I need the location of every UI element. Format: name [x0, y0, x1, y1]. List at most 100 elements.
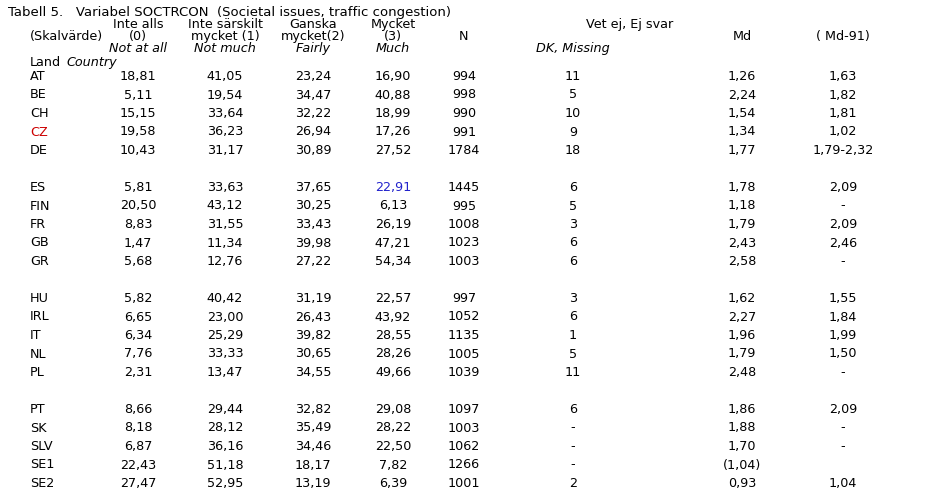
- Text: ES: ES: [30, 181, 47, 194]
- Text: IT: IT: [30, 329, 42, 342]
- Text: NL: NL: [30, 347, 47, 361]
- Text: 1,50: 1,50: [829, 347, 857, 361]
- Text: 5,68: 5,68: [124, 255, 152, 268]
- Text: -: -: [841, 366, 845, 379]
- Text: 3: 3: [569, 218, 578, 231]
- Text: 22,43: 22,43: [119, 459, 156, 471]
- Text: 7,76: 7,76: [124, 347, 152, 361]
- Text: 5,81: 5,81: [124, 181, 152, 194]
- Text: 34,46: 34,46: [295, 440, 331, 453]
- Text: FIN: FIN: [30, 199, 50, 213]
- Text: (1,04): (1,04): [723, 459, 761, 471]
- Text: 2,48: 2,48: [728, 366, 756, 379]
- Text: 28,12: 28,12: [207, 422, 244, 434]
- Text: 27,22: 27,22: [295, 255, 331, 268]
- Text: 1003: 1003: [448, 255, 480, 268]
- Text: 10,43: 10,43: [119, 144, 156, 157]
- Text: 6: 6: [569, 310, 577, 324]
- Text: 1,70: 1,70: [728, 440, 757, 453]
- Text: GB: GB: [30, 237, 49, 249]
- Text: 991: 991: [452, 125, 476, 139]
- Text: -: -: [571, 440, 576, 453]
- Text: Inte alls: Inte alls: [113, 18, 163, 31]
- Text: 41,05: 41,05: [207, 70, 244, 83]
- Text: 22,50: 22,50: [375, 440, 411, 453]
- Text: -: -: [841, 422, 845, 434]
- Text: Land: Land: [30, 56, 62, 69]
- Text: 8,83: 8,83: [124, 218, 152, 231]
- Text: 1,77: 1,77: [728, 144, 757, 157]
- Text: PL: PL: [30, 366, 45, 379]
- Text: 1,55: 1,55: [829, 292, 857, 305]
- Text: 6,39: 6,39: [379, 477, 407, 490]
- Text: 30,25: 30,25: [295, 199, 331, 213]
- Text: 31,55: 31,55: [207, 218, 244, 231]
- Text: 17,26: 17,26: [375, 125, 411, 139]
- Text: 34,55: 34,55: [295, 366, 331, 379]
- Text: 1,81: 1,81: [829, 107, 857, 120]
- Text: Mycket: Mycket: [370, 18, 415, 31]
- Text: Fairly: Fairly: [296, 42, 330, 55]
- Text: 33,63: 33,63: [207, 181, 244, 194]
- Text: 2,46: 2,46: [829, 237, 857, 249]
- Text: SK: SK: [30, 422, 47, 434]
- Text: 8,18: 8,18: [124, 422, 152, 434]
- Text: -: -: [841, 440, 845, 453]
- Text: SE1: SE1: [30, 459, 54, 471]
- Text: 6: 6: [569, 255, 577, 268]
- Text: 1,02: 1,02: [829, 125, 857, 139]
- Text: 26,19: 26,19: [375, 218, 411, 231]
- Text: 8,66: 8,66: [124, 403, 152, 416]
- Text: 1,18: 1,18: [728, 199, 757, 213]
- Text: 11: 11: [564, 366, 581, 379]
- Text: Not much: Not much: [194, 42, 256, 55]
- Text: 34,47: 34,47: [295, 89, 331, 101]
- Text: 2,09: 2,09: [829, 218, 857, 231]
- Text: 40,42: 40,42: [207, 292, 244, 305]
- Text: 990: 990: [452, 107, 476, 120]
- Text: 19,54: 19,54: [207, 89, 244, 101]
- Text: (0): (0): [129, 30, 147, 43]
- Text: 5,11: 5,11: [124, 89, 152, 101]
- Text: 5: 5: [569, 89, 578, 101]
- Text: Md: Md: [732, 30, 752, 43]
- Text: 15,15: 15,15: [119, 107, 157, 120]
- Text: BE: BE: [30, 89, 47, 101]
- Text: 6,34: 6,34: [124, 329, 152, 342]
- Text: 13,47: 13,47: [207, 366, 244, 379]
- Text: 1,79-2,32: 1,79-2,32: [813, 144, 873, 157]
- Text: 1,79: 1,79: [728, 347, 756, 361]
- Text: SE2: SE2: [30, 477, 54, 490]
- Text: 3: 3: [569, 292, 578, 305]
- Text: 36,16: 36,16: [207, 440, 244, 453]
- Text: 1005: 1005: [448, 347, 480, 361]
- Text: 6,65: 6,65: [124, 310, 152, 324]
- Text: 18: 18: [564, 144, 581, 157]
- Text: 1,84: 1,84: [829, 310, 857, 324]
- Text: 35,49: 35,49: [295, 422, 331, 434]
- Text: 1,47: 1,47: [124, 237, 152, 249]
- Text: 26,43: 26,43: [295, 310, 331, 324]
- Text: 1001: 1001: [448, 477, 480, 490]
- Text: -: -: [571, 422, 576, 434]
- Text: 5,82: 5,82: [124, 292, 152, 305]
- Text: 2,27: 2,27: [728, 310, 756, 324]
- Text: 12,76: 12,76: [207, 255, 244, 268]
- Text: CZ: CZ: [30, 125, 48, 139]
- Text: 43,92: 43,92: [375, 310, 411, 324]
- Text: mycket(2): mycket(2): [281, 30, 345, 43]
- Text: 997: 997: [452, 292, 476, 305]
- Text: 1003: 1003: [448, 422, 480, 434]
- Text: 11,34: 11,34: [207, 237, 244, 249]
- Text: 998: 998: [452, 89, 476, 101]
- Text: 18,17: 18,17: [295, 459, 331, 471]
- Text: PT: PT: [30, 403, 46, 416]
- Text: 29,08: 29,08: [375, 403, 411, 416]
- Text: 9: 9: [569, 125, 577, 139]
- Text: 39,82: 39,82: [295, 329, 331, 342]
- Text: -: -: [571, 459, 576, 471]
- Text: 30,89: 30,89: [295, 144, 331, 157]
- Text: 6: 6: [569, 237, 577, 249]
- Text: 18,99: 18,99: [375, 107, 411, 120]
- Text: 1,62: 1,62: [728, 292, 756, 305]
